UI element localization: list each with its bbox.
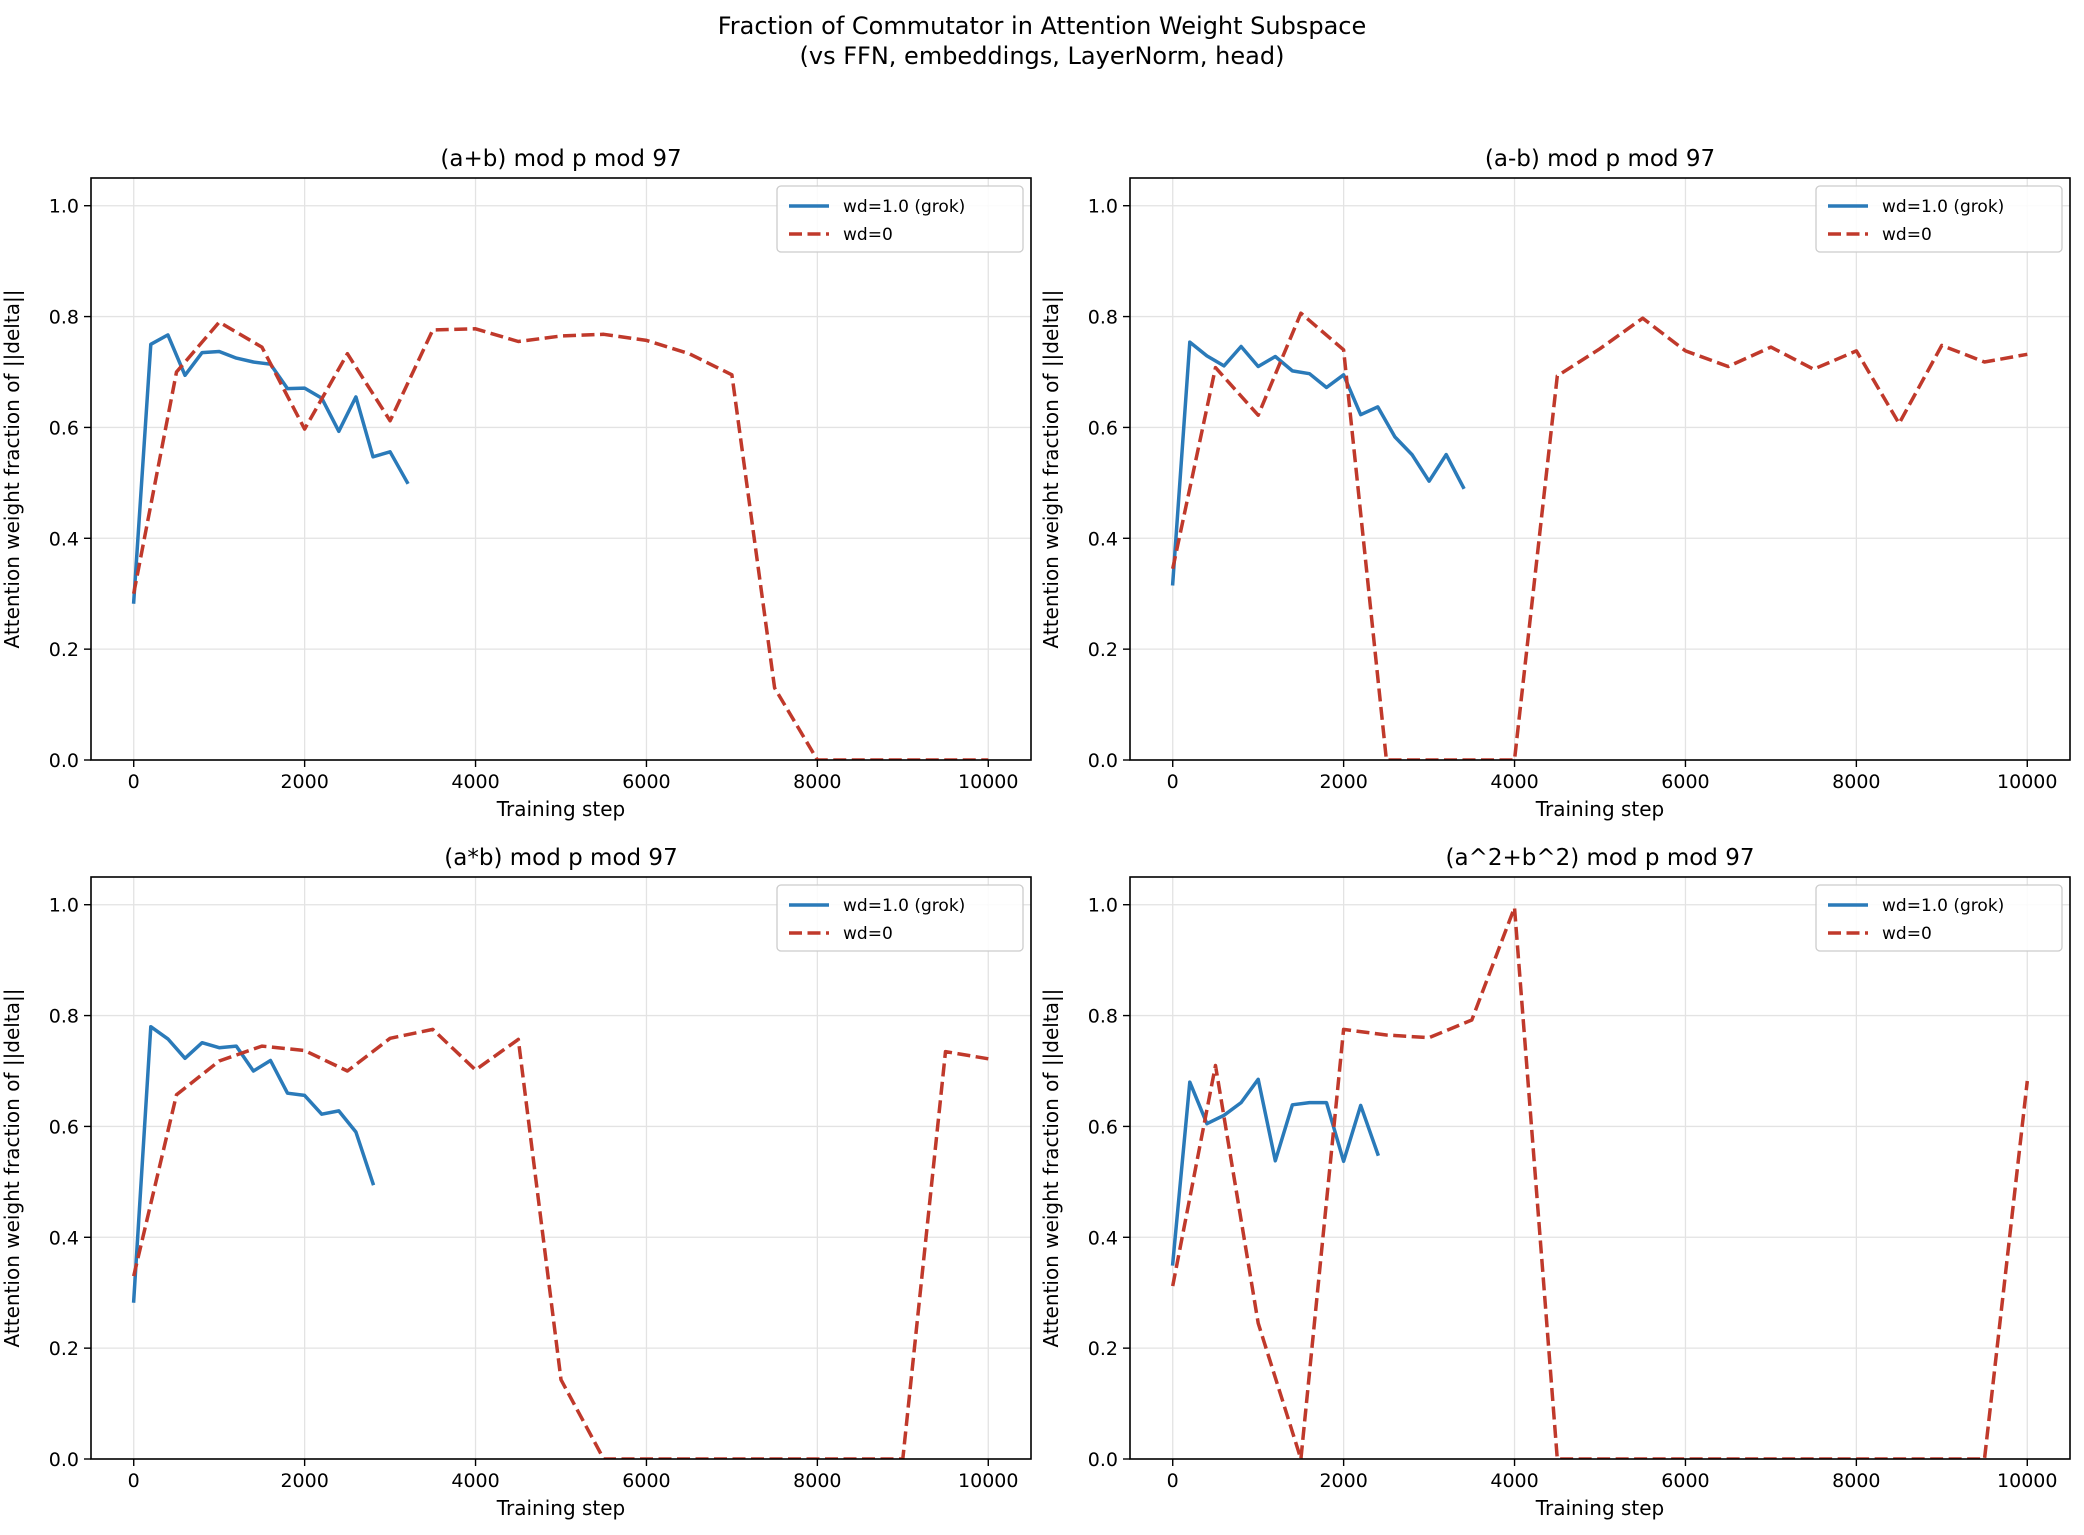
x-tick-label: 0 (128, 1470, 140, 1492)
legend: wd=1.0 (grok) wd=0 (776, 185, 1024, 253)
subplot-title: (a*b) mod p mod 97 (444, 845, 677, 871)
x-tick-label: 2000 (1319, 1470, 1367, 1492)
y-tick-label: 0.6 (1088, 417, 1118, 439)
y-axis-label: Attention weight fraction of ||delta|| (0, 290, 24, 649)
y-tick-label: 1.0 (49, 196, 79, 218)
subplot-title: (a+b) mod p mod 97 (440, 146, 681, 172)
legend-label: wd=0 (843, 225, 893, 245)
legend-box (1815, 185, 2063, 253)
legend: wd=1.0 (grok) wd=0 (1815, 185, 2063, 253)
subplot-4: 0 2000 4000 6000 8000 10000 0.0 0.2 0.4 0.6 0.8 1.0… (1039, 845, 2071, 1520)
figure-subtitle: (vs FFN, embeddings, LayerNorm, head) (799, 42, 1285, 70)
x-tick-label: 10000 (1997, 1470, 2057, 1492)
x-axis-label: Training step (1535, 1496, 1665, 1520)
y-tick-label: 0.4 (1088, 1227, 1118, 1249)
y-tick-label: 0.0 (1088, 750, 1118, 772)
legend-label: wd=1.0 (grok) (843, 197, 965, 217)
series-line-wd0 (131, 320, 989, 760)
x-axis-label: Training step (496, 797, 626, 821)
series-line-wd0 (131, 1027, 989, 1459)
y-tick-label: 0.8 (1088, 1006, 1118, 1028)
y-tick-label: 1.0 (49, 895, 79, 917)
series-line-grok (1170, 340, 1466, 586)
axes-frame (90, 177, 1032, 761)
legend-label: wd=0 (1882, 924, 1932, 944)
subplot-2: 0 2000 4000 6000 8000 10000 0.0 0.2 0.4 0.6 0.8 1.0… (1039, 146, 2071, 821)
x-tick-label: 10000 (958, 1470, 1018, 1492)
x-tick-label: 10000 (958, 771, 1018, 793)
legend-label: wd=0 (1882, 225, 1932, 245)
x-tick-label: 4000 (451, 771, 499, 793)
x-tick-label: 6000 (1661, 771, 1709, 793)
x-tick-label: 2000 (280, 771, 328, 793)
x-tick-label: 6000 (622, 1470, 670, 1492)
y-tick-label: 1.0 (1088, 895, 1118, 917)
x-tick-label: 6000 (1661, 1470, 1709, 1492)
legend-label: wd=0 (843, 924, 893, 944)
x-tick-label: 8000 (793, 1470, 841, 1492)
y-tick-label: 0.2 (1088, 1338, 1118, 1360)
axes-frame (90, 876, 1032, 1460)
subplot-1: 0 2000 4000 6000 8000 10000 0.0 0.2 0.4 0.6 0.8 1.0… (0, 146, 1032, 821)
axes-frame (1129, 177, 2071, 761)
legend-label: wd=1.0 (grok) (1882, 197, 2004, 217)
y-tick-label: 0.8 (49, 1006, 79, 1028)
x-axis-label: Training step (1535, 797, 1665, 821)
series-line-wd0 (1170, 311, 2028, 760)
y-tick-label: 1.0 (1088, 196, 1118, 218)
axes-frame (1129, 876, 2071, 1460)
y-axis-label: Attention weight fraction of ||delta|| (1039, 290, 1063, 649)
legend: wd=1.0 (grok) wd=0 (1815, 884, 2063, 952)
series-line-grok (131, 1024, 376, 1303)
x-tick-label: 0 (128, 771, 140, 793)
legend-label: wd=1.0 (grok) (843, 896, 965, 916)
x-tick-label: 8000 (1832, 771, 1880, 793)
x-tick-label: 6000 (622, 771, 670, 793)
legend: wd=1.0 (grok) wd=0 (776, 884, 1024, 952)
y-tick-label: 0.4 (49, 1227, 79, 1249)
x-tick-label: 8000 (793, 771, 841, 793)
y-axis-label: Attention weight fraction of ||delta|| (0, 989, 24, 1348)
y-axis-label: Attention weight fraction of ||delta|| (1039, 989, 1063, 1348)
y-tick-label: 0.0 (1088, 1449, 1118, 1471)
y-tick-label: 0.6 (49, 417, 79, 439)
subplot-title: (a-b) mod p mod 97 (1485, 146, 1715, 172)
x-tick-label: 4000 (451, 1470, 499, 1492)
x-tick-label: 4000 (1490, 1470, 1538, 1492)
series-line-grok (1170, 1077, 1381, 1266)
y-tick-label: 0.2 (49, 639, 79, 661)
legend-box (776, 185, 1024, 253)
y-tick-label: 0.0 (49, 750, 79, 772)
subplot-title: (a^2+b^2) mod p mod 97 (1446, 845, 1755, 871)
legend-box (776, 884, 1024, 952)
y-tick-label: 0.6 (1088, 1116, 1118, 1138)
x-tick-label: 0 (1167, 1470, 1179, 1492)
x-axis-label: Training step (496, 1496, 626, 1520)
y-tick-label: 0.0 (49, 1449, 79, 1471)
x-tick-label: 0 (1167, 771, 1179, 793)
y-tick-label: 0.6 (49, 1116, 79, 1138)
y-tick-label: 0.2 (49, 1338, 79, 1360)
y-tick-label: 0.4 (49, 528, 79, 550)
x-tick-label: 10000 (1997, 771, 2057, 793)
y-tick-label: 0.2 (1088, 639, 1118, 661)
x-tick-label: 4000 (1490, 771, 1538, 793)
subplot-3: 0 2000 4000 6000 8000 10000 0.0 0.2 0.4 0.6 0.8 1.0… (0, 845, 1032, 1520)
x-tick-label: 2000 (1319, 771, 1367, 793)
y-tick-label: 0.8 (49, 307, 79, 329)
y-tick-label: 0.8 (1088, 307, 1118, 329)
y-tick-label: 0.4 (1088, 528, 1118, 550)
legend-label: wd=1.0 (grok) (1882, 896, 2004, 916)
x-tick-label: 8000 (1832, 1470, 1880, 1492)
series-line-wd0 (1170, 905, 2030, 1459)
figure-title: Fraction of Commutator in Attention Weig… (717, 12, 1367, 40)
legend-box (1815, 884, 2063, 952)
x-tick-label: 2000 (280, 1470, 328, 1492)
